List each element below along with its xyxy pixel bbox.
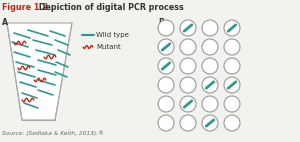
Circle shape: [180, 20, 196, 36]
Circle shape: [158, 20, 174, 36]
Circle shape: [180, 77, 196, 93]
Circle shape: [158, 96, 174, 112]
Circle shape: [180, 96, 196, 112]
Circle shape: [158, 115, 174, 131]
Circle shape: [202, 96, 218, 112]
Circle shape: [224, 20, 240, 36]
Text: B: B: [158, 18, 164, 27]
Circle shape: [180, 58, 196, 74]
Circle shape: [224, 58, 240, 74]
Circle shape: [224, 77, 240, 93]
Circle shape: [202, 77, 218, 93]
Circle shape: [158, 77, 174, 93]
Circle shape: [202, 115, 218, 131]
Text: Mutant: Mutant: [96, 44, 121, 50]
Circle shape: [180, 115, 196, 131]
Circle shape: [180, 39, 196, 55]
Circle shape: [202, 20, 218, 36]
Text: Figure 1.2.: Figure 1.2.: [2, 3, 51, 12]
Text: Source: (Sedlaka & Keith, 2013).®: Source: (Sedlaka & Keith, 2013).®: [2, 130, 104, 136]
Circle shape: [224, 96, 240, 112]
Text: Depiction of digital PCR process: Depiction of digital PCR process: [36, 3, 184, 12]
Circle shape: [202, 58, 218, 74]
Text: A: A: [2, 18, 8, 27]
Text: Wild type: Wild type: [96, 32, 129, 38]
Circle shape: [158, 58, 174, 74]
Circle shape: [158, 39, 174, 55]
Circle shape: [224, 115, 240, 131]
Polygon shape: [7, 23, 72, 120]
Circle shape: [202, 39, 218, 55]
Circle shape: [224, 39, 240, 55]
